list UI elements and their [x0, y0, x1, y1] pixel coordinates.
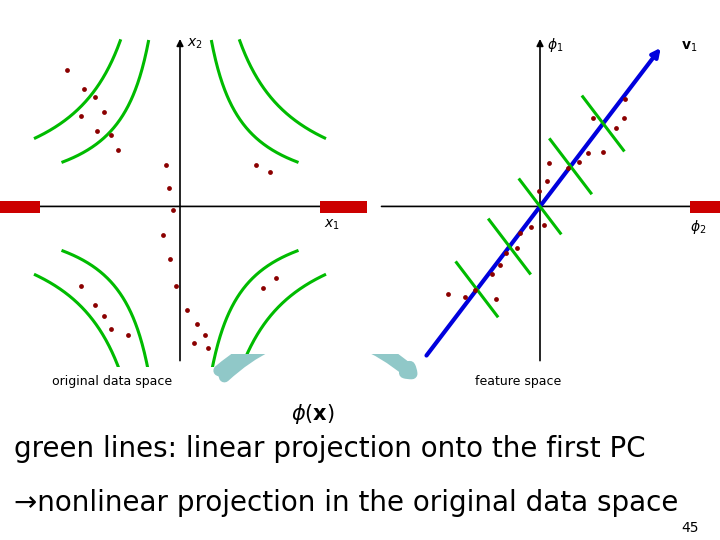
Point — [99, 312, 110, 320]
Text: original data space: original data space — [52, 375, 171, 388]
Point — [525, 223, 536, 232]
Point — [459, 293, 471, 301]
Text: →nonlinear projection in the original data space: →nonlinear projection in the original da… — [14, 489, 679, 517]
Point — [495, 261, 506, 269]
Point — [202, 344, 213, 353]
Point — [181, 306, 193, 315]
Point — [543, 159, 554, 167]
Point — [199, 330, 210, 339]
Point — [163, 183, 175, 192]
Point — [618, 114, 630, 123]
Point — [158, 231, 169, 239]
Point — [257, 284, 269, 292]
Point — [61, 66, 73, 75]
Point — [500, 248, 511, 257]
Point — [469, 286, 480, 295]
Point — [112, 145, 124, 154]
Point — [99, 107, 110, 116]
Point — [75, 281, 86, 290]
Text: $\phi(\mathbf{x})$: $\phi(\mathbf{x})$ — [292, 402, 335, 426]
Point — [562, 164, 574, 173]
Point — [91, 126, 103, 135]
Point — [167, 206, 179, 214]
Point — [105, 130, 117, 139]
Point — [78, 85, 89, 93]
Point — [515, 229, 526, 238]
Point — [490, 295, 502, 303]
Point — [271, 274, 282, 282]
Point — [250, 160, 261, 169]
Point — [122, 330, 133, 339]
Text: green lines: linear projection onto the first PC: green lines: linear projection onto the … — [14, 435, 646, 463]
Text: $\phi_2$: $\phi_2$ — [690, 218, 706, 236]
Point — [487, 270, 498, 279]
Point — [533, 187, 544, 196]
FancyArrowPatch shape — [219, 329, 412, 377]
Point — [619, 94, 631, 103]
Text: $x_2$: $x_2$ — [187, 36, 202, 51]
Point — [165, 255, 176, 264]
Point — [170, 281, 181, 290]
Text: $\phi_1$: $\phi_1$ — [547, 36, 564, 54]
Point — [574, 158, 585, 167]
Text: $x_1$: $x_1$ — [323, 218, 339, 232]
Point — [610, 123, 621, 132]
Point — [89, 92, 100, 101]
Point — [582, 149, 594, 158]
Point — [105, 325, 117, 334]
Point — [598, 148, 609, 157]
Point — [161, 160, 172, 169]
Point — [541, 177, 552, 186]
Point — [188, 338, 199, 347]
Point — [511, 244, 523, 253]
Text: 45: 45 — [681, 521, 698, 535]
Point — [191, 319, 202, 328]
Point — [264, 168, 275, 177]
Text: $\mathbf{v}_1$: $\mathbf{v}_1$ — [681, 40, 698, 55]
Text: feature space: feature space — [475, 375, 562, 388]
Point — [442, 289, 454, 298]
Point — [89, 300, 100, 309]
Point — [539, 221, 550, 230]
Point — [588, 114, 599, 123]
Point — [75, 111, 86, 120]
